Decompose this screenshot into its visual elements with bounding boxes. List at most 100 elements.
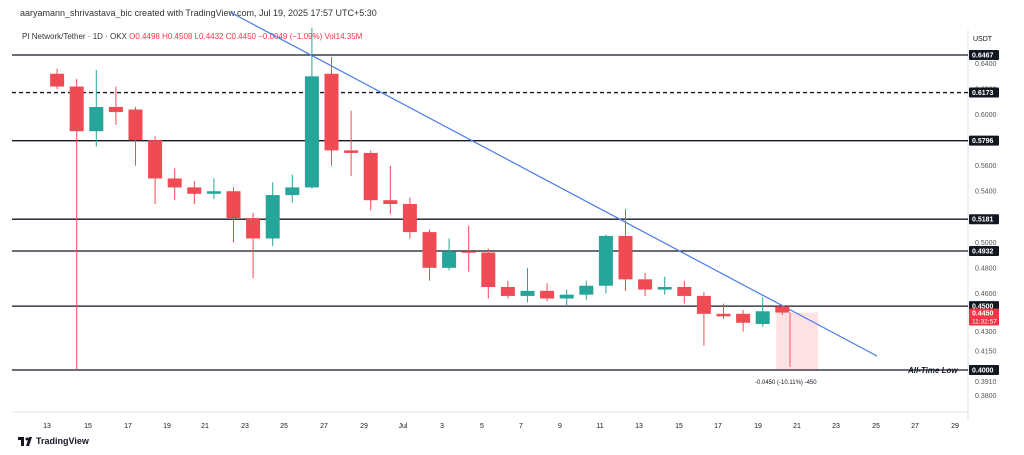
candle-body[interactable] — [402, 204, 417, 233]
candle-body[interactable] — [500, 287, 515, 296]
candle-body[interactable] — [148, 140, 163, 179]
x-tick-label: 29 — [360, 423, 368, 430]
ohlc-close: C0.4450 — [225, 32, 256, 41]
level-label: 0.4000 — [972, 368, 994, 375]
candle-body[interactable] — [736, 313, 751, 323]
x-tick-label: 17 — [714, 423, 722, 430]
tradingview-brand: TradingView — [36, 436, 89, 446]
candle-body[interactable] — [89, 106, 104, 132]
volume-value: Vol14.35M — [324, 32, 363, 41]
level-label-box — [969, 214, 999, 225]
x-tick-label: 11 — [596, 423, 603, 430]
x-tick-label: 3 — [440, 423, 444, 430]
candle-body[interactable] — [520, 290, 535, 296]
candle-body[interactable] — [383, 200, 398, 205]
level-label: 0.6173 — [972, 90, 994, 97]
symbol-name[interactable]: PI Network/Tether · 1D · OKX — [22, 32, 127, 41]
candle-body[interactable] — [187, 187, 202, 194]
candle-body[interactable] — [304, 76, 319, 188]
currency-label: USDT — [973, 36, 993, 43]
x-tick-label: 21 — [201, 423, 209, 430]
tradingview-logo-icon — [18, 436, 32, 446]
y-tick-label: 0.4600 — [975, 291, 997, 298]
x-tick-label: 25 — [872, 423, 880, 430]
candle-body[interactable] — [579, 285, 594, 295]
candle-body[interactable] — [50, 73, 65, 87]
candle-body[interactable] — [618, 235, 633, 280]
current-price-label: 0.4450 — [972, 311, 994, 318]
candle-body[interactable] — [324, 73, 339, 151]
ohlc-open: O0.4498 — [129, 32, 160, 41]
level-label: 0.5181 — [972, 217, 994, 224]
all-time-low-annotation: All-Time Low — [907, 366, 958, 375]
candle-body[interactable] — [696, 295, 711, 314]
candle-body[interactable] — [775, 306, 790, 313]
x-tick-label: 29 — [951, 423, 959, 430]
level-label: 0.4932 — [972, 248, 994, 255]
x-tick-label: 25 — [280, 423, 288, 430]
candle-body[interactable] — [677, 287, 692, 296]
candle-body[interactable] — [657, 287, 672, 290]
x-tick-label: 17 — [124, 423, 132, 430]
candle-body[interactable] — [461, 251, 476, 253]
y-tick-label: 0.4300 — [975, 329, 997, 336]
x-tick-label: 9 — [558, 423, 562, 430]
measure-label: -0.0450 (-10.11%) -450 — [755, 380, 817, 386]
x-tick-label: 15 — [675, 423, 683, 430]
x-tick-label: 21 — [793, 423, 801, 430]
candle-body[interactable] — [226, 191, 241, 219]
level-label-box — [969, 87, 999, 98]
descending-trendline — [229, 11, 878, 357]
candle-body[interactable] — [265, 195, 280, 239]
y-tick-label: 0.4800 — [975, 265, 997, 272]
x-tick-label: 23 — [832, 423, 840, 430]
y-tick-label: 0.5000 — [975, 240, 997, 247]
candle-body[interactable] — [344, 150, 359, 153]
current-price-box — [969, 308, 999, 326]
y-tick-label: 0.6000 — [975, 112, 997, 119]
candle-body[interactable] — [638, 279, 653, 290]
candle-body[interactable] — [246, 218, 261, 239]
y-tick-label: 0.3910 — [975, 379, 997, 386]
candle-body[interactable] — [716, 313, 731, 317]
ohlc-high: H0.4508 — [162, 32, 193, 41]
candle-body[interactable] — [128, 109, 143, 141]
level-label-box — [969, 245, 999, 256]
ohlc-change: −0.0049 (−1.09%) — [258, 32, 323, 41]
candle-body[interactable] — [69, 86, 84, 132]
level-label-box — [969, 135, 999, 146]
measure-box — [776, 312, 818, 370]
level-label-box — [969, 365, 999, 375]
candle-body[interactable] — [285, 187, 300, 196]
candle-body[interactable] — [206, 191, 221, 194]
candle-body[interactable] — [755, 311, 770, 325]
candle-body[interactable] — [559, 294, 574, 299]
x-tick-label: 5 — [480, 423, 484, 430]
candle-body[interactable] — [442, 251, 457, 268]
candle-body[interactable] — [422, 232, 437, 268]
ohlc-low: L0.4432 — [194, 32, 224, 41]
candle-body[interactable] — [167, 178, 182, 188]
candle-body[interactable] — [598, 235, 613, 286]
x-tick-label: 27 — [320, 423, 328, 430]
level-label: 0.4500 — [972, 304, 994, 311]
x-tick-label: 15 — [84, 423, 92, 430]
level-label-box — [969, 50, 999, 60]
y-tick-label: 0.3800 — [975, 393, 997, 400]
level-label: 0.5796 — [972, 138, 994, 145]
x-tick-label: 13 — [635, 423, 643, 430]
x-tick-label: 13 — [43, 423, 51, 430]
x-tick-label: 27 — [911, 423, 919, 430]
candle-body[interactable] — [481, 252, 496, 288]
y-tick-label: 0.5400 — [975, 189, 997, 196]
candle-body[interactable] — [363, 152, 378, 201]
candle-body[interactable] — [540, 290, 555, 299]
x-tick-label: 23 — [241, 423, 249, 430]
y-tick-label: 0.4150 — [975, 348, 997, 355]
y-tick-label: 0.6400 — [975, 61, 997, 68]
candle-body[interactable] — [108, 106, 123, 113]
tradingview-footer: TradingView — [18, 436, 89, 446]
level-label: 0.6467 — [972, 53, 994, 60]
chart-attribution: aaryamann_shrivastava_bic created with T… — [20, 8, 377, 18]
